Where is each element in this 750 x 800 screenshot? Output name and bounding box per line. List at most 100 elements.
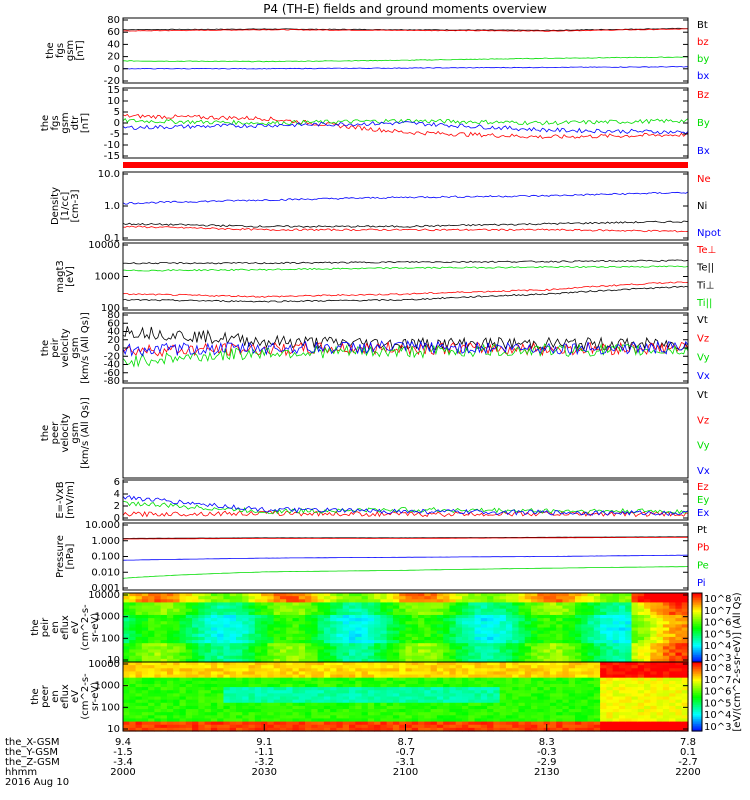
spectrogram-cell bbox=[267, 721, 275, 726]
spectrogram-cell bbox=[524, 643, 532, 647]
spectrogram-cell bbox=[217, 693, 225, 698]
spectrogram-cell bbox=[179, 696, 187, 701]
spectrogram-cell bbox=[386, 677, 394, 682]
spectrogram-cell bbox=[537, 674, 545, 679]
spectrogram-cell bbox=[311, 696, 319, 701]
spectrogram-cell bbox=[305, 677, 312, 682]
spectrogram-cell bbox=[305, 727, 312, 732]
spectrogram-cell bbox=[656, 652, 664, 657]
spectrogram-cell bbox=[185, 636, 193, 641]
spectrogram-cell bbox=[129, 665, 137, 669]
spectrogram-cell bbox=[367, 608, 375, 613]
spectrogram-cell bbox=[487, 602, 494, 607]
spectrogram-cell bbox=[424, 668, 432, 673]
spectrogram-cell bbox=[600, 596, 607, 600]
spectrogram-cell bbox=[229, 712, 237, 716]
spectrogram-cell bbox=[644, 702, 651, 707]
spectrogram-cell bbox=[487, 608, 494, 613]
spectrogram-cell bbox=[468, 658, 476, 663]
x-row-value: -2.7 bbox=[678, 757, 698, 768]
colorbar-cell bbox=[692, 727, 702, 730]
spectrogram-cell bbox=[474, 627, 482, 632]
spectrogram-cell bbox=[229, 677, 237, 682]
spectrogram-cell bbox=[286, 680, 294, 685]
spectrogram-cell bbox=[562, 715, 570, 720]
spectrogram-cell bbox=[675, 687, 683, 691]
spectrogram-cell bbox=[669, 709, 677, 713]
spectrogram-cell bbox=[273, 680, 281, 685]
spectrogram-cell bbox=[480, 712, 488, 716]
spectrogram-cell bbox=[562, 699, 570, 704]
spectrogram-cell bbox=[317, 599, 325, 604]
spectrogram-cell bbox=[286, 674, 294, 679]
spectrogram-cell bbox=[474, 602, 482, 607]
spectrogram-cell bbox=[587, 596, 595, 600]
spectrogram-cell bbox=[524, 674, 532, 679]
spectrogram-cell bbox=[399, 727, 407, 732]
spectrogram-cell bbox=[261, 674, 268, 679]
spectrogram-cell bbox=[505, 665, 513, 669]
spectrogram-cell bbox=[298, 643, 306, 647]
x-row-value: -1.5 bbox=[113, 747, 133, 758]
spectrogram-cell bbox=[399, 599, 407, 604]
spectrogram-cell bbox=[618, 677, 626, 682]
spectrogram-cell bbox=[198, 640, 206, 644]
spectrogram-cell bbox=[411, 721, 419, 726]
spectrogram-cell bbox=[537, 624, 545, 629]
spectrogram-cell bbox=[656, 671, 664, 676]
spectrogram-cell bbox=[650, 680, 658, 685]
y-tick-label: 10 bbox=[107, 96, 120, 107]
spectrogram-cell bbox=[267, 599, 275, 604]
spectrogram-cell bbox=[637, 655, 645, 660]
spectrogram-cell bbox=[204, 599, 212, 604]
spectrogram-cell bbox=[650, 640, 658, 644]
spectrogram-cell bbox=[380, 605, 388, 610]
spectrogram-cell bbox=[386, 630, 394, 635]
spectrogram-cell bbox=[279, 649, 287, 654]
spectrogram-cell bbox=[192, 646, 199, 651]
spectrogram-cell bbox=[512, 702, 520, 707]
spectrogram-cell bbox=[267, 690, 275, 694]
spectrogram-cell bbox=[242, 624, 250, 629]
spectrogram-cell bbox=[160, 662, 168, 666]
spectrogram-cell bbox=[254, 643, 262, 647]
spectrogram-cell bbox=[418, 621, 425, 625]
spectrogram-cell bbox=[317, 633, 325, 638]
spectrogram-cell bbox=[600, 630, 607, 635]
colorbar-cell bbox=[692, 694, 702, 698]
spectrogram-cell bbox=[531, 652, 538, 657]
spectrogram-cell bbox=[568, 614, 576, 619]
spectrogram-cell bbox=[518, 699, 526, 704]
spectrogram-cell bbox=[380, 646, 388, 651]
spectrogram-cell bbox=[254, 662, 262, 666]
spectrogram-cell bbox=[217, 640, 225, 644]
spectrogram-cell bbox=[512, 680, 520, 685]
spectrogram-cell bbox=[141, 690, 149, 694]
spectrogram-cell bbox=[323, 649, 331, 654]
spectrogram-cell bbox=[549, 724, 557, 729]
spectrogram-cell bbox=[204, 633, 212, 638]
spectrogram-cell bbox=[618, 680, 626, 685]
spectrogram-cell bbox=[342, 699, 350, 704]
spectrogram-cell bbox=[129, 727, 137, 732]
spectrogram-cell bbox=[355, 624, 363, 629]
spectrogram-cell bbox=[330, 671, 338, 676]
spectrogram-cell bbox=[217, 624, 225, 629]
spectrogram-cell bbox=[261, 614, 268, 619]
spectrogram-cell bbox=[380, 668, 388, 673]
spectrogram-cell bbox=[568, 727, 576, 732]
spectrogram-cell bbox=[179, 646, 187, 651]
spectrogram-cell bbox=[229, 668, 237, 673]
spectrogram-cell bbox=[549, 599, 557, 604]
spectrogram-cell bbox=[418, 649, 425, 654]
spectrogram-cell bbox=[392, 624, 400, 629]
spectrogram-cell bbox=[644, 683, 651, 688]
spectrogram-cell bbox=[411, 614, 419, 619]
spectrogram-cell bbox=[487, 649, 494, 654]
spectrogram-cell bbox=[129, 687, 137, 691]
spectrogram-cell bbox=[487, 643, 494, 647]
spectrogram-cell bbox=[273, 608, 281, 613]
spectrogram-cell bbox=[204, 640, 212, 644]
spectrogram-cell bbox=[305, 649, 312, 654]
